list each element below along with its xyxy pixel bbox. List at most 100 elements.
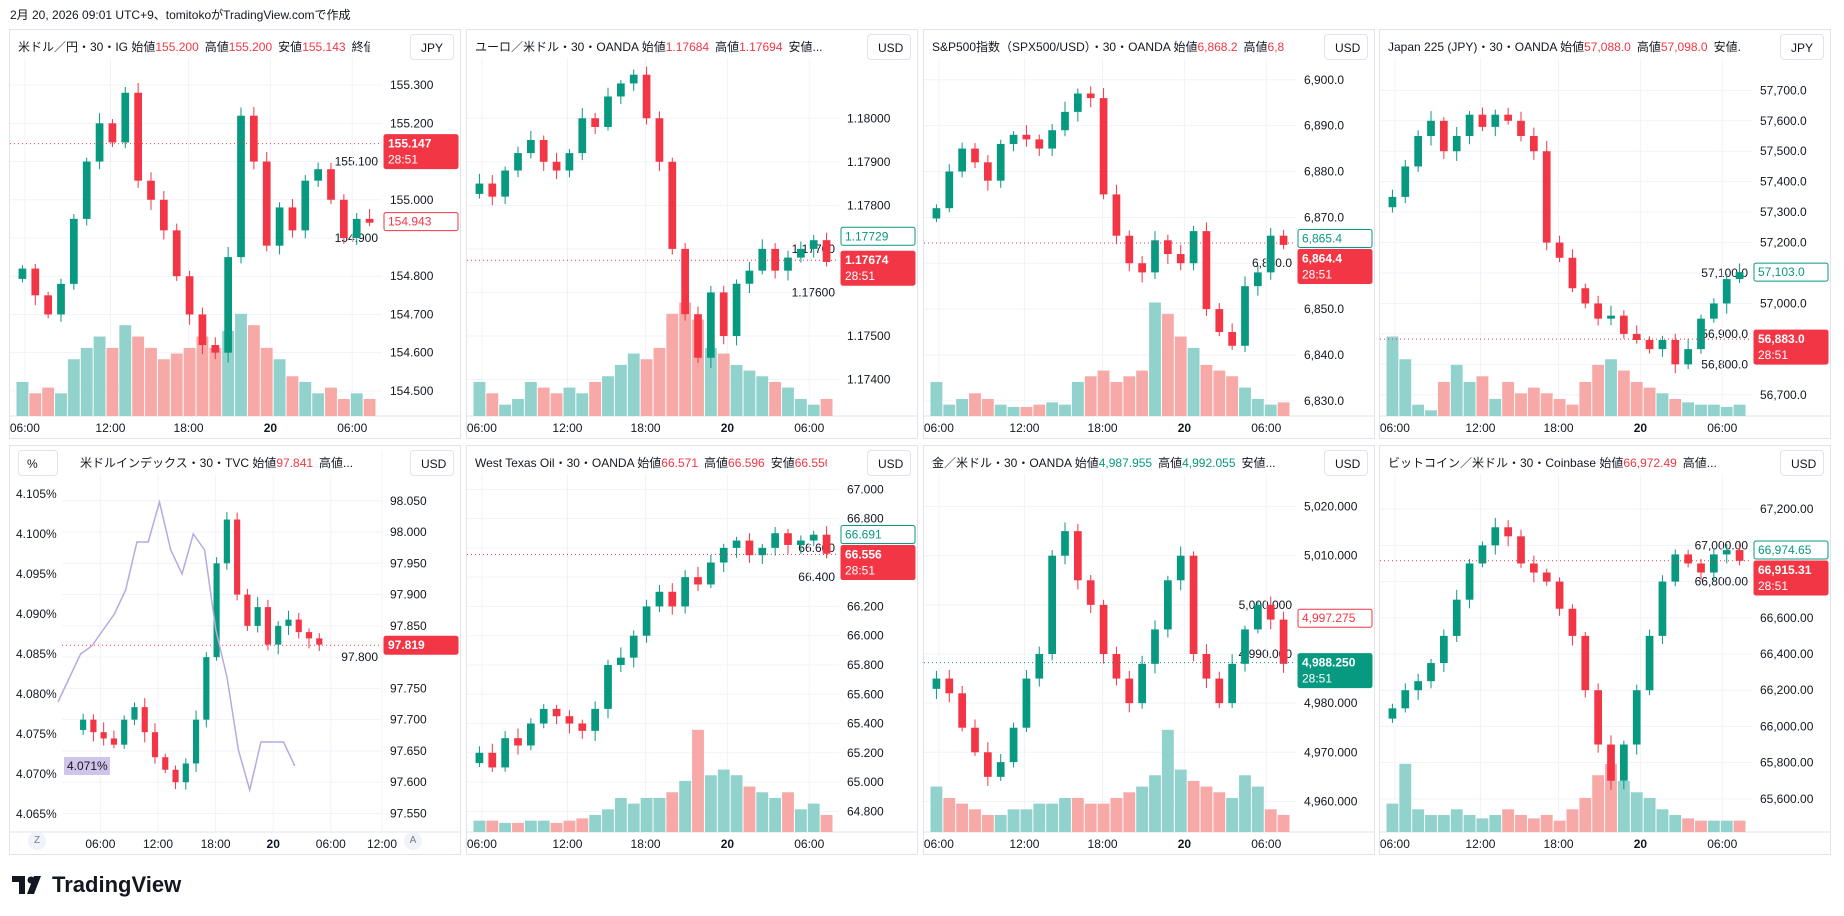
currency-button[interactable]: USD — [1324, 34, 1368, 60]
chart-panel[interactable]: S&P500指数（SPX500/USD）・30・OANDA 始値6,868.2 高… — [923, 29, 1375, 439]
ohlc-key: 安値... — [788, 40, 823, 54]
x-tick-label: 18:00 — [201, 837, 231, 851]
candle-body — [822, 240, 831, 262]
volume-bar — [563, 387, 576, 416]
volume-bar — [1412, 809, 1425, 832]
volume-bar — [589, 814, 602, 832]
volume-bar — [132, 336, 145, 416]
currency-button[interactable]: USD — [867, 450, 911, 476]
chart-panel[interactable]: ビットコイン／米ドル・30・Coinbase 始値66,972.49 高値... U… — [1379, 445, 1831, 855]
candle-body — [182, 763, 189, 783]
symbol-title[interactable]: Japan 225 (JPY)・30・OANDA — [1388, 40, 1561, 54]
price-label-badge — [840, 226, 916, 246]
volume-bar — [1071, 797, 1084, 832]
symbol-title[interactable]: West Texas Oil・30・OANDA — [475, 456, 638, 470]
candle-body — [514, 738, 522, 746]
volume-bar — [1592, 775, 1605, 832]
y-tick-label: 1.17800 — [847, 198, 891, 212]
candle-body — [1164, 580, 1172, 630]
currency-button[interactable]: USD — [1324, 450, 1368, 476]
symbol-title[interactable]: 金／米ドル・30・OANDA — [932, 456, 1075, 470]
volume-bar — [1399, 359, 1412, 416]
volume-bar — [550, 822, 563, 832]
symbol-title[interactable]: ユーロ／米ドル・30・OANDA — [475, 40, 642, 54]
volume-bar — [1161, 313, 1174, 416]
x-tick-label: 12:00 — [367, 837, 397, 851]
bar-countdown-timer: 28:51 — [388, 153, 418, 167]
y-tick-label: 4,990.000 — [1239, 647, 1293, 661]
currency-button[interactable]: USD — [410, 450, 454, 476]
volume-bar — [589, 381, 602, 416]
chart-panel[interactable]: 金／米ドル・30・OANDA 始値4,987.955 高値4,992.055 安値.… — [923, 445, 1375, 855]
candle-body — [475, 183, 484, 194]
volume-bar — [1695, 404, 1707, 416]
y-tick-label: 66.800 — [847, 512, 884, 526]
chart-panel[interactable]: West Texas Oil・30・OANDA 始値66.571 高値66.596… — [466, 445, 918, 855]
volume-bar — [170, 353, 183, 416]
auto-scale-z-button[interactable]: Z — [28, 832, 46, 850]
y-tick-label: 57,000.0 — [1760, 296, 1807, 310]
currency-button[interactable]: JPY — [1780, 34, 1824, 60]
y-tick-label: 97.850 — [390, 619, 427, 633]
percent-scale-button[interactable]: % — [18, 450, 58, 476]
volume-bar — [183, 347, 196, 416]
currency-button[interactable]: USD — [1780, 450, 1824, 476]
candle-body — [958, 148, 966, 172]
candle-body — [192, 719, 200, 764]
left-axis-tick-label: 4.100% — [16, 527, 57, 541]
candle-body — [784, 533, 792, 545]
currency-button[interactable]: USD — [867, 34, 911, 60]
chart-panel[interactable]: Japan 225 (JPY)・30・OANDA 始値57,088.0 高値57,… — [1379, 29, 1831, 439]
symbol-title[interactable]: ビットコイン／米ドル・30・Coinbase — [1388, 456, 1600, 470]
price-label: 1.17674 — [845, 253, 889, 267]
candle-body — [1517, 536, 1525, 564]
chart-panel[interactable]: 米ドルインデックス・30・TVC 始値97.841 高値... USD% Z A 98.0… — [9, 445, 461, 855]
symbol-title[interactable]: 米ドルインデックス・30・TVC — [80, 456, 253, 470]
candle-body — [719, 547, 728, 563]
candle-body — [958, 693, 966, 728]
volume-bar — [743, 370, 756, 416]
price-label: 4,988.250 — [1302, 656, 1356, 670]
candle-body — [327, 169, 335, 200]
candle-body — [1254, 604, 1262, 630]
volume-bar — [820, 814, 833, 832]
candle-body — [1620, 744, 1628, 781]
volume-bar — [1123, 792, 1136, 832]
chart-panel[interactable]: ユーロ／米ドル・30・OANDA 始値1.17684 高値1.17694 安値...… — [466, 29, 918, 439]
ohlc-value: 66.596 — [728, 456, 765, 470]
y-tick-label: 97.800 — [341, 650, 378, 664]
candle-body — [527, 140, 535, 154]
candle-body — [591, 118, 599, 127]
candle-body — [1215, 678, 1224, 704]
y-tick-label: 67.000 — [847, 482, 884, 496]
candle-body — [295, 619, 302, 633]
candle-body — [1671, 554, 1680, 582]
tradingview-logo[interactable]: TradingView — [12, 872, 181, 898]
volume-bar — [756, 792, 769, 832]
volume-bar — [614, 364, 627, 416]
symbol-title[interactable]: S&P500指数（SPX500/USD）・30・OANDA — [932, 40, 1174, 54]
volume-bar — [524, 820, 537, 832]
candle-body — [642, 606, 651, 636]
auto-scale-a-button[interactable]: A — [404, 832, 422, 850]
candle-body — [758, 248, 767, 271]
volume-bar — [1720, 406, 1733, 416]
candle-body — [552, 708, 561, 717]
volume-bar — [1046, 402, 1059, 416]
ohlc-key: 高値 — [1243, 40, 1268, 54]
volume-bar — [666, 792, 679, 832]
symbol-title[interactable]: 米ドル／円・30・IG — [18, 40, 132, 54]
volume-bar — [550, 393, 563, 416]
candle-body — [694, 314, 702, 358]
candle-body — [527, 723, 535, 746]
chart-panel[interactable]: 米ドル／円・30・IG 始値155.200 高値155.200 安値155.143 終… — [9, 29, 461, 439]
volume-bar — [640, 797, 653, 832]
candle-body — [203, 657, 210, 720]
volume-bar — [1277, 402, 1290, 416]
candle-body — [784, 257, 792, 271]
currency-button[interactable]: JPY — [410, 34, 454, 60]
candle-body — [797, 248, 805, 258]
y-tick-label: 65.600 — [847, 687, 884, 701]
volume-bar — [969, 809, 981, 832]
candle-body — [1440, 635, 1448, 664]
